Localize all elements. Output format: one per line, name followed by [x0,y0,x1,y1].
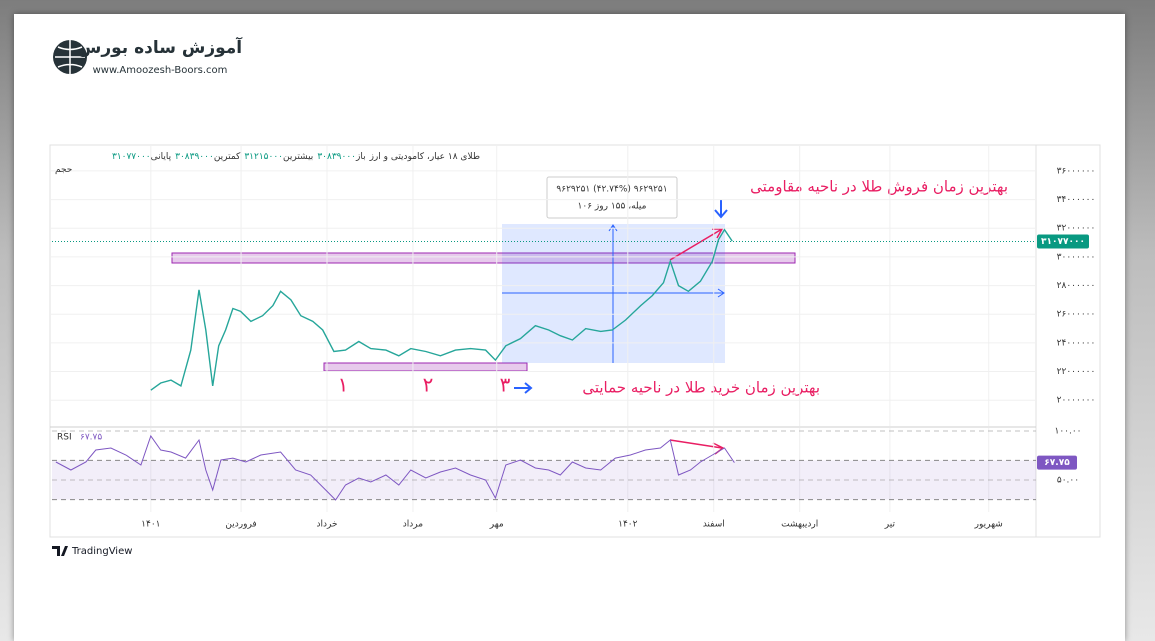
y-tick-label: ۱۰۰.۰۰ [1054,427,1081,437]
ohlc-label: بیشترین [283,152,314,162]
last-price-box [1037,234,1089,249]
buy-note: بهترین زمان خرید طلا در ناحیه حمایتی [582,379,820,397]
ohlc-value: ۳۰۸۳۹۰۰۰ [175,152,214,162]
chart-frame [49,144,1101,538]
y-tick-label: ۵۰.۰۰ [1057,475,1079,485]
rsi-arrow [669,439,725,455]
rsi-value-label: ۶۷.۷۵ [1044,458,1070,468]
x-tick-label: فروردین [225,520,256,530]
support-zone [323,362,528,372]
ohlc-value: ۳۱۰۷۷۰۰۰ [111,152,151,162]
ohlc-value: ۳۰۸۳۹۰۰۰ [317,152,356,162]
rsi-value-box [1037,455,1077,470]
measure-change: ۹۶۲۹۲۵۱ (۴۲.۷۴%) ۹۶۲۹۲۵۱ [556,185,667,195]
x-tick-label: خرداد [316,520,337,530]
tv-logo [52,546,68,556]
measure-box [546,176,678,219]
legend-line: طلای ۱۸ عیار، کامودیتی و ارزباز۳۰۸۳۹۰۰۰ب… [55,151,480,164]
ohlc-value: ۳۱۲۱۵۰۰۰ [244,152,284,162]
y-tick-label: ۳۲۰۰۰۰۰۰ [1057,224,1096,234]
logo-url: www.Amoozesh-Boors.com [93,65,228,76]
x-tick-label: مرداد [403,520,423,530]
x-tick-label: شهریور [974,520,1003,530]
y-tick-label: ۲۲۰۰۰۰۰۰ [1057,367,1096,377]
series-line [150,228,733,391]
footer: TradingView [71,546,132,557]
ohlc-label: پایانی [150,152,172,162]
measure-h-head [717,288,725,298]
down-arrow [714,200,728,219]
volume-label: حجم [55,165,73,175]
logo-title: آموزش ساده بورس [78,36,243,58]
measure-v-head [608,224,618,232]
last-price-label: ۳۱۰۷۷۰۰۰ [1041,237,1085,247]
rsi-legend-value: ۶۷.۷۵ [80,433,102,443]
y-tick-label: ۲۴۰۰۰۰۰۰ [1057,338,1096,348]
y-tick-label: ۲۶۰۰۰۰۰۰ [1057,310,1096,320]
y-tick-label: ۳۴۰۰۰۰۰۰ [1057,195,1096,205]
resistance-zone [171,252,796,264]
x-tick-label: اسفند [703,520,725,530]
x-tick-label: اردیبهشت [781,520,818,530]
y-tick-label: ۲۸۰۰۰۰۰۰ [1057,281,1096,291]
y-tick-label: ۳۶۰۰۰۰۰۰ [1057,166,1096,176]
rsi-title: RSI [57,433,72,443]
point-1: ۱ [338,373,349,397]
x-tick-label: ۱۴۰۱ [141,520,160,530]
sell-note: بهترین زمان فروش طلا در ناحیه مقاومتی [750,178,1008,196]
y-tick-label: ۲۰۰۰۰۰۰۰ [1057,396,1096,406]
y-tick-label: ۳۰۰۰۰۰۰۰ [1057,252,1096,262]
series-line [55,434,735,501]
ohlc-label: باز [355,152,366,162]
ohlc-label: کمترین [213,152,241,162]
x-tick-label: مهر [489,520,504,530]
x-tick-label: ۱۴۰۲ [618,520,638,530]
symbol: طلای ۱۸ عیار، کامودیتی و ارز [369,152,480,162]
measure-span: ۱۰۶ میله، ۱۵۵ روز [578,202,647,212]
logo-globe [55,40,85,74]
point-2: ۲ [423,373,434,397]
legend-header: طلای ۱۸ عیار، کامودیتی و ارزباز۳۰۸۳۹۰۰۰ب… [55,151,480,177]
x-tick-label: تیر [884,520,896,530]
right-arrow [514,382,533,394]
point-3: ۳ [500,373,511,397]
